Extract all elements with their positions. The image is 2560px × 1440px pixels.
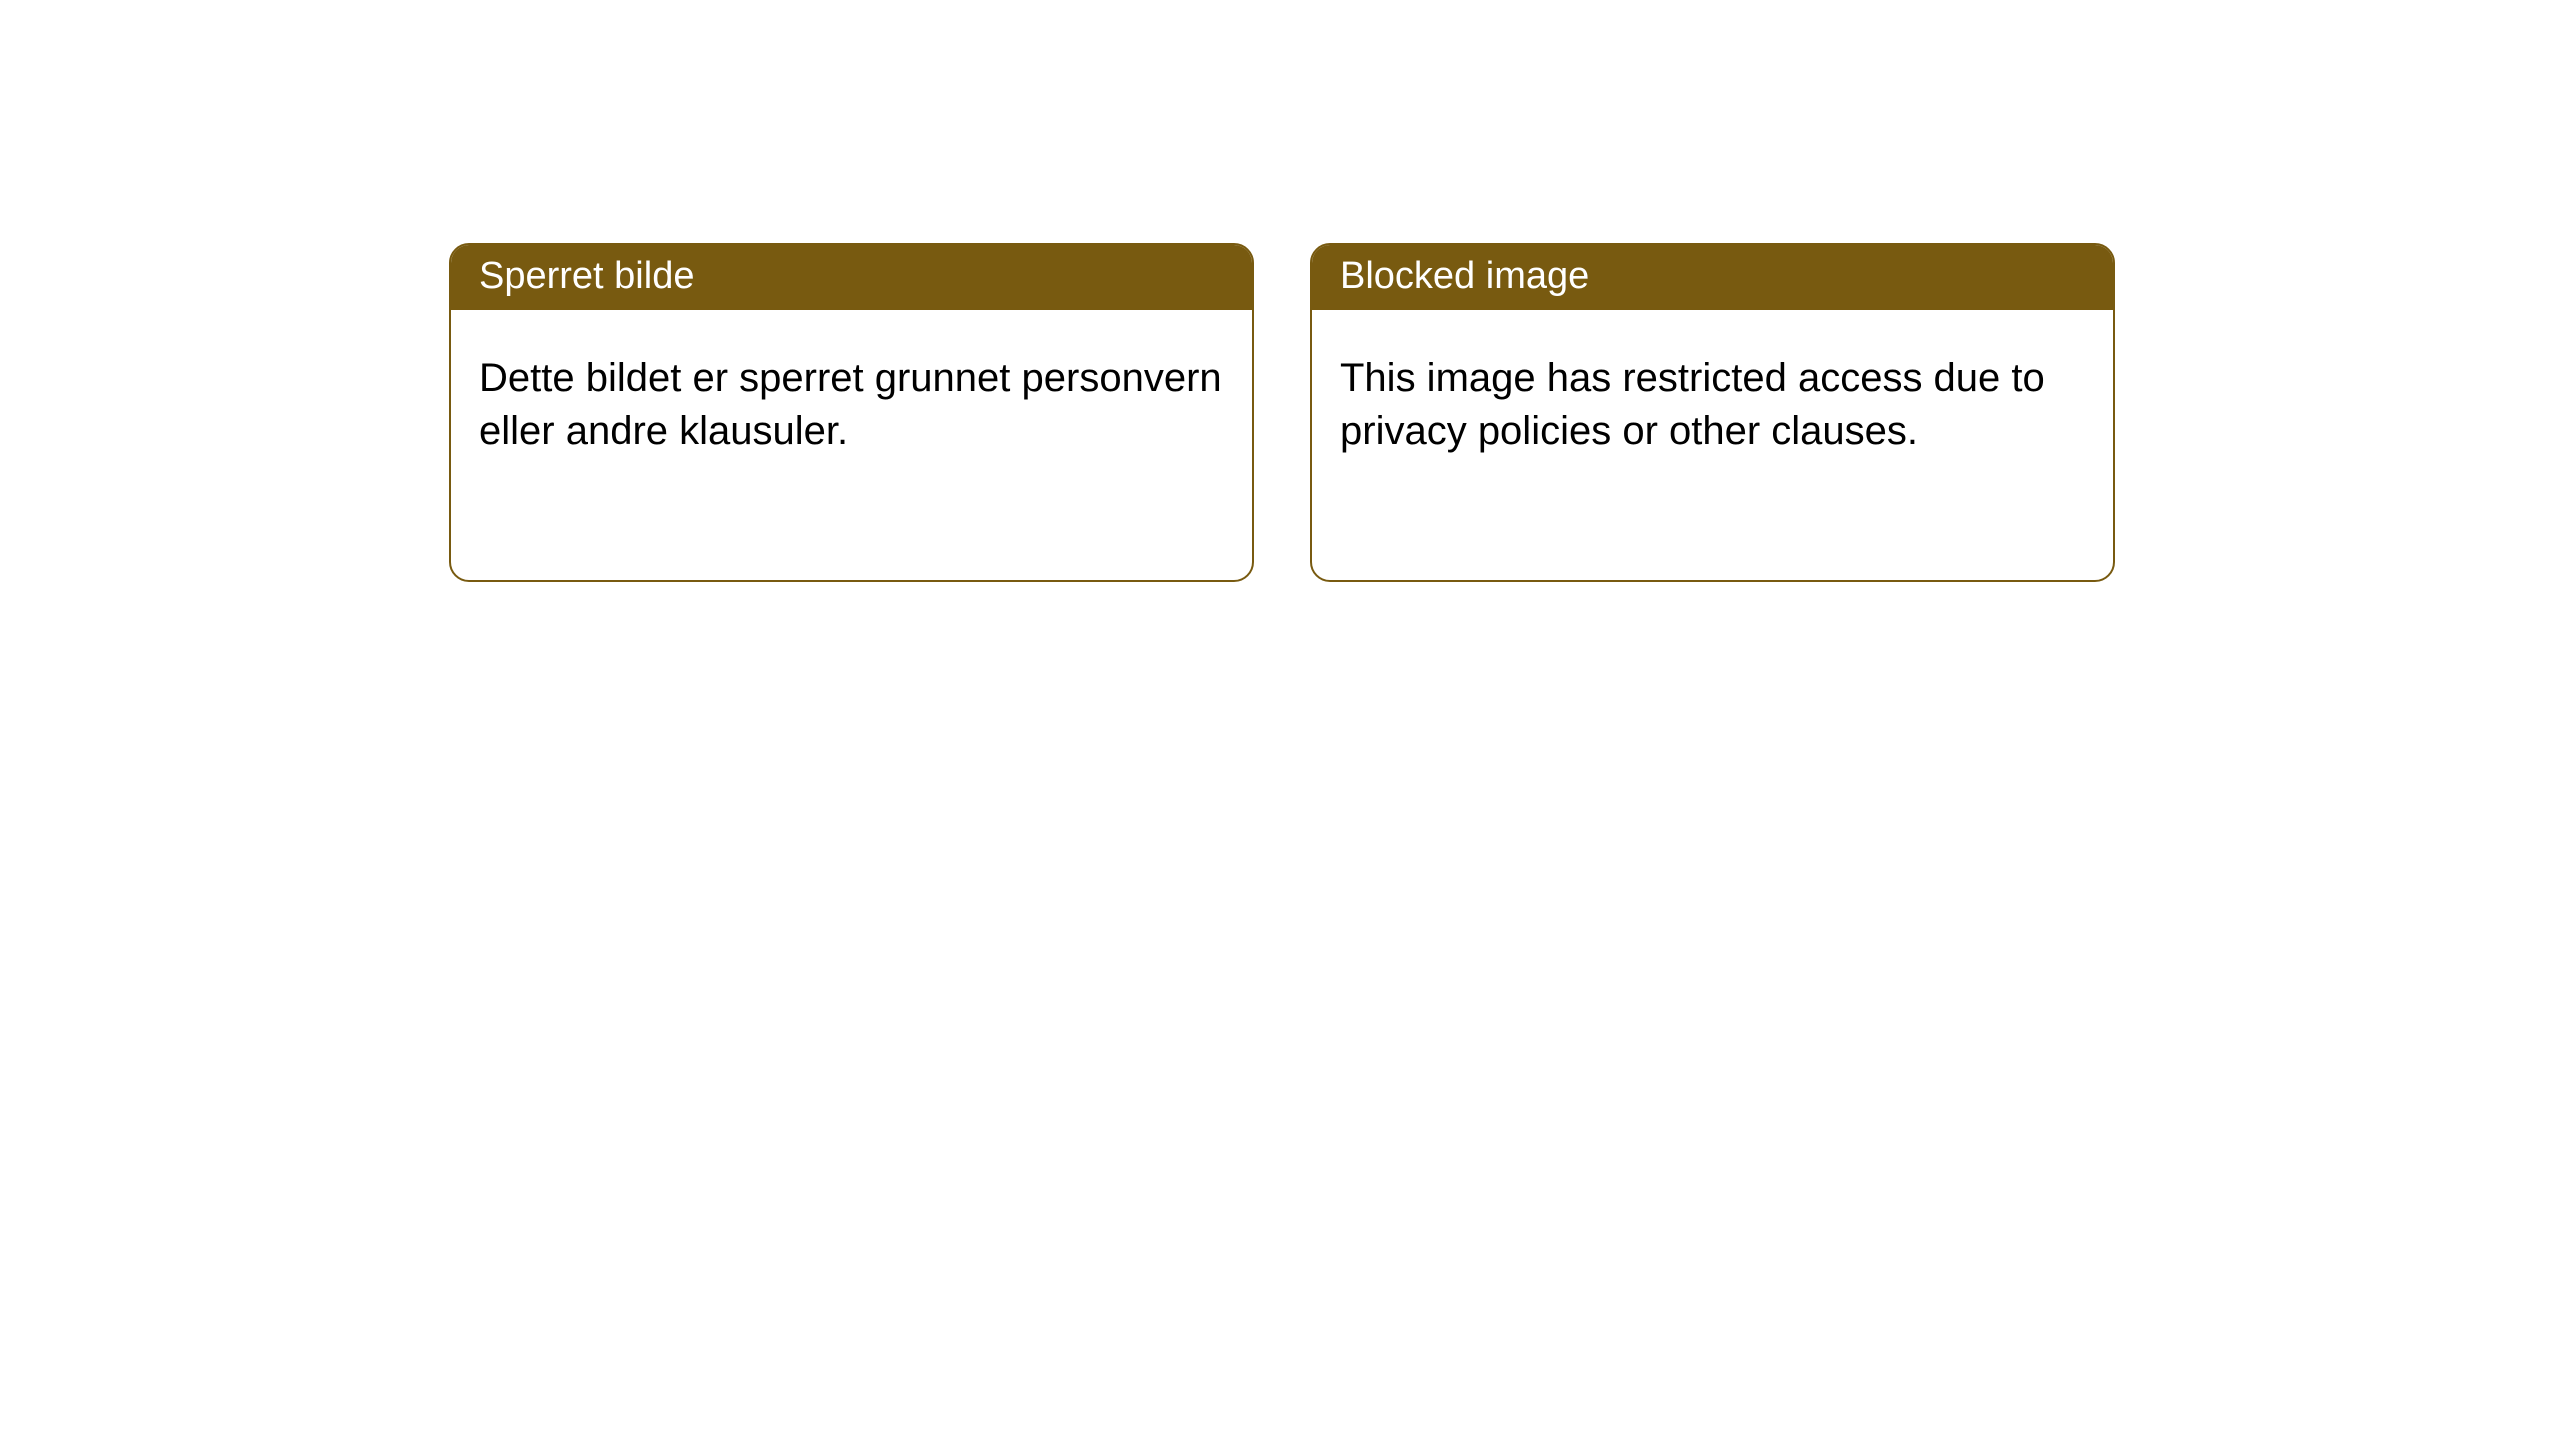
notice-body-no: Dette bildet er sperret grunnet personve… <box>451 310 1252 580</box>
notice-title-no: Sperret bilde <box>451 245 1252 310</box>
notice-body-en: This image has restricted access due to … <box>1312 310 2113 580</box>
notice-text-en: This image has restricted access due to … <box>1340 352 2085 458</box>
notice-container: Sperret bilde Dette bildet er sperret gr… <box>0 0 2560 582</box>
notice-text-no: Dette bildet er sperret grunnet personve… <box>479 352 1224 458</box>
notice-title-en: Blocked image <box>1312 245 2113 310</box>
notice-card-en: Blocked image This image has restricted … <box>1310 243 2115 582</box>
notice-card-no: Sperret bilde Dette bildet er sperret gr… <box>449 243 1254 582</box>
